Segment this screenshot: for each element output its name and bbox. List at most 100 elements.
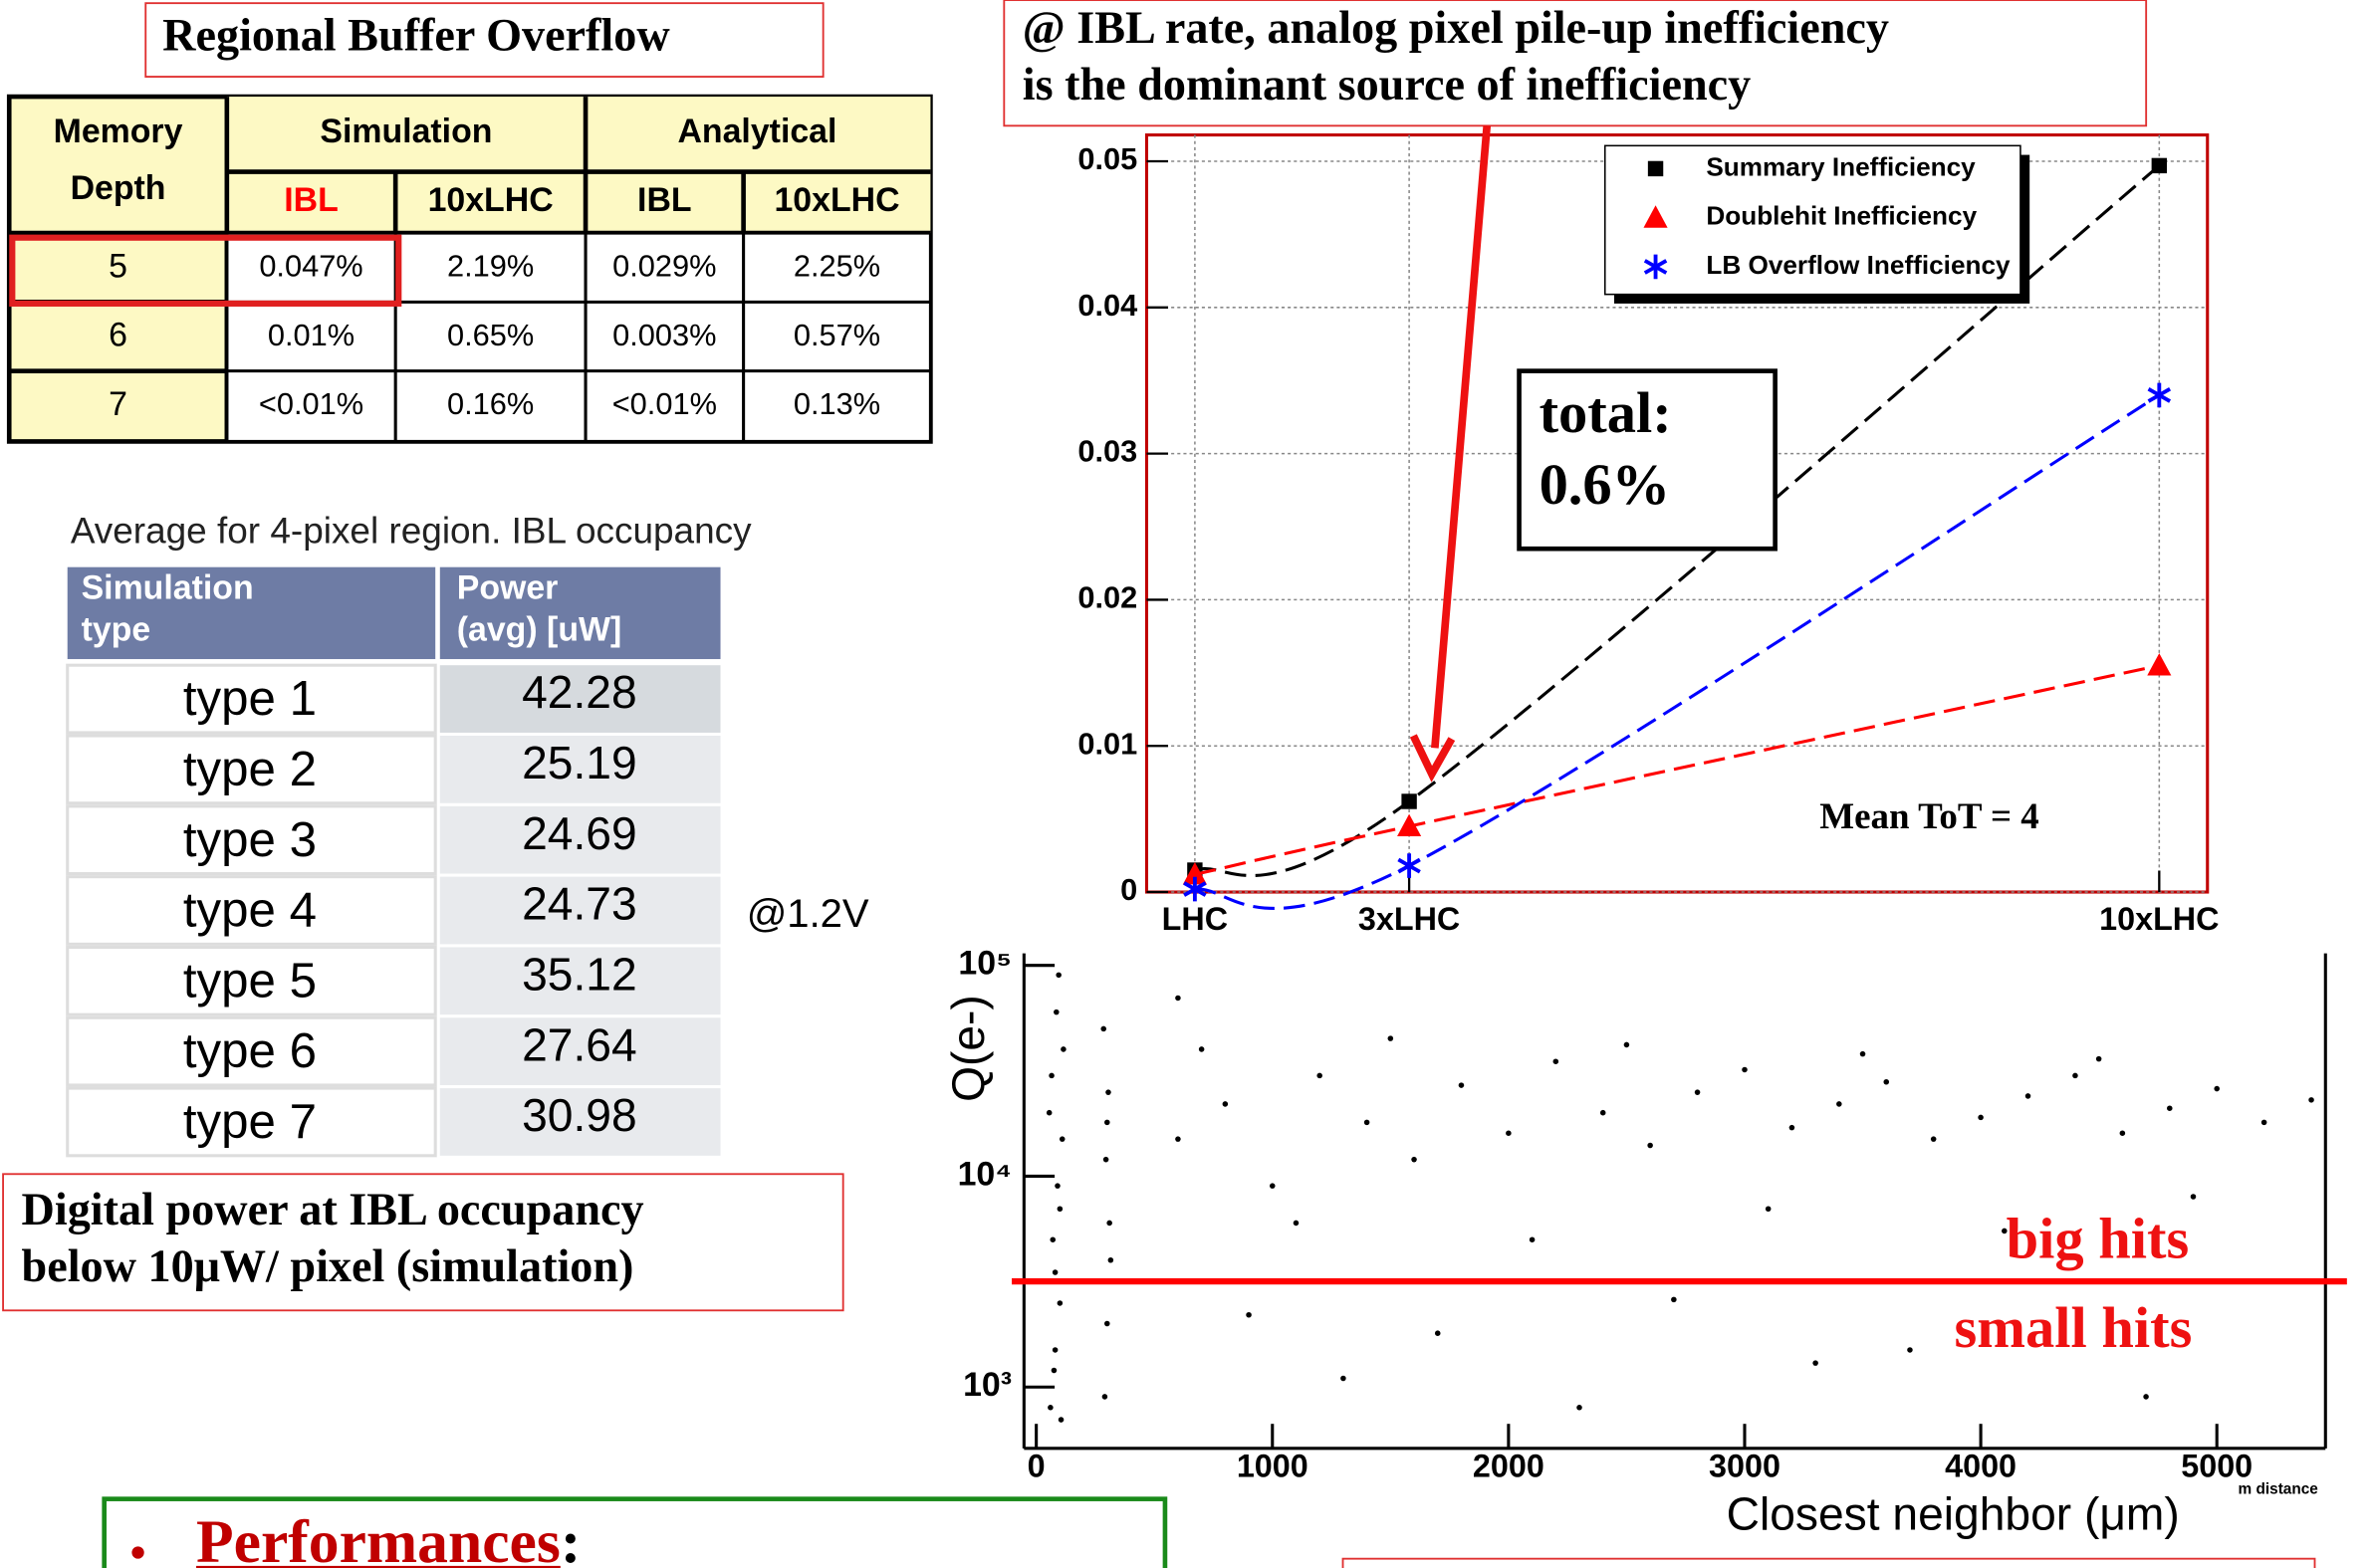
performances-heading: Performances: (196, 1508, 581, 1568)
point (1049, 1072, 1055, 1079)
legend-label: LB Overflow Inefficiency (1706, 250, 2011, 280)
cell-bg (66, 734, 437, 805)
table-cell: 5 (109, 247, 127, 285)
point (1269, 1183, 1276, 1189)
bullet (131, 1546, 144, 1559)
heading-word: Performances (196, 1508, 561, 1568)
point (1742, 1066, 1748, 1073)
marker (2151, 157, 2168, 174)
cell-bg (439, 805, 721, 874)
header-cell: (avg) [uW] (457, 610, 622, 648)
point (1107, 1256, 1114, 1263)
point (2072, 1072, 2078, 1079)
point (2119, 1130, 2126, 1136)
cell-bg (66, 1015, 437, 1087)
table-cell: type 7 (183, 1094, 317, 1149)
footer-text: Spatial correlation of small hits wall (1361, 1564, 2069, 1568)
point (1529, 1236, 1536, 1242)
point (1316, 1072, 1322, 1079)
legend-label: Doublehit Inefficiency (1706, 201, 1977, 231)
header-cell: Simulation (82, 569, 254, 607)
table-cell: type 6 (183, 1023, 317, 1078)
table-cell: 7 (109, 385, 127, 423)
point (1647, 1142, 1653, 1149)
cell-bg (66, 875, 437, 946)
series-line (1194, 393, 2161, 910)
point (1363, 1119, 1370, 1126)
point (1054, 1008, 1060, 1015)
cell-bg (66, 1086, 437, 1158)
header-cell-bg (67, 566, 436, 660)
header-cell: type (82, 610, 151, 648)
point (1671, 1296, 1677, 1303)
x-tick-label: 1000 (1237, 1448, 1308, 1483)
table-cell: 0.01% (268, 318, 355, 352)
point (1102, 1156, 1109, 1163)
annotation: small hits (1954, 1295, 2192, 1360)
x-tick-label: 3000 (1709, 1448, 1780, 1483)
table-cell: 0.047% (259, 249, 362, 284)
point (1050, 1236, 1057, 1242)
x-tick-label: 5000 (2181, 1448, 2253, 1483)
point (1387, 1035, 1394, 1041)
header-cell: Memory (54, 112, 183, 150)
table-cell: 35.12 (522, 948, 637, 1000)
x-tick-label: 0 (1028, 1448, 1046, 1483)
point (1055, 1183, 1061, 1189)
table-cell: 6 (109, 317, 127, 354)
cell-bg (439, 665, 721, 733)
point (1052, 1347, 1059, 1353)
point (2260, 1119, 2267, 1126)
header-cell: Power (457, 569, 559, 607)
point (2214, 1085, 2220, 1092)
point (1246, 1311, 1252, 1318)
point (1930, 1136, 1937, 1142)
point (1576, 1405, 1582, 1411)
y-tick-label: 10⁴ (958, 1155, 1012, 1193)
headline-box (1003, 0, 2148, 127)
note-text: Digital power at IBL occupancy (22, 1184, 644, 1234)
marker (2147, 653, 2172, 676)
annotation: big hits (2007, 1207, 2190, 1271)
arrow-shaft (1431, 125, 1492, 749)
point (1623, 1041, 1630, 1048)
data-fill (228, 234, 929, 440)
table-cell: type 3 (183, 812, 317, 867)
headline-text: @ IBL rate, analog pixel pile-up ineffic… (1023, 2, 1889, 53)
point (1293, 1220, 1300, 1227)
point (1198, 1046, 1205, 1052)
point (1812, 1360, 1818, 1366)
legend-label: Summary Inefficiency (1706, 151, 1976, 181)
header-cell: 10xLHC (428, 181, 554, 219)
table-cell: 2.19% (447, 249, 534, 284)
cell-bg (66, 945, 437, 1016)
table-cell: type 2 (183, 742, 317, 796)
table-cell: 0.65% (447, 318, 534, 352)
table-cell: 24.69 (522, 807, 637, 859)
table-cell: type 4 (183, 883, 317, 938)
point (1052, 1269, 1059, 1275)
cell-bg (66, 804, 437, 876)
point (1059, 1136, 1066, 1142)
marker (1397, 853, 1421, 878)
highlight-box (9, 234, 402, 307)
header-fill (226, 97, 931, 234)
performances-box (102, 1496, 1168, 1568)
point (1859, 1050, 1866, 1057)
point (1506, 1130, 1512, 1136)
point (1056, 972, 1062, 979)
point (2308, 1097, 2314, 1103)
point (1175, 995, 1181, 1002)
y-tick-label: 0 (1120, 872, 1137, 907)
header-cell-bg (439, 566, 721, 660)
table-caption: Average for 4-pixel region. IBL occupanc… (71, 511, 752, 552)
point (1051, 1367, 1058, 1374)
point (2190, 1194, 2197, 1200)
cell-bg (439, 1088, 721, 1156)
marker (2147, 382, 2172, 408)
table-cell: type 5 (183, 953, 317, 1008)
footer-box (1341, 1557, 2316, 1568)
table-cell: 0.57% (794, 318, 880, 352)
